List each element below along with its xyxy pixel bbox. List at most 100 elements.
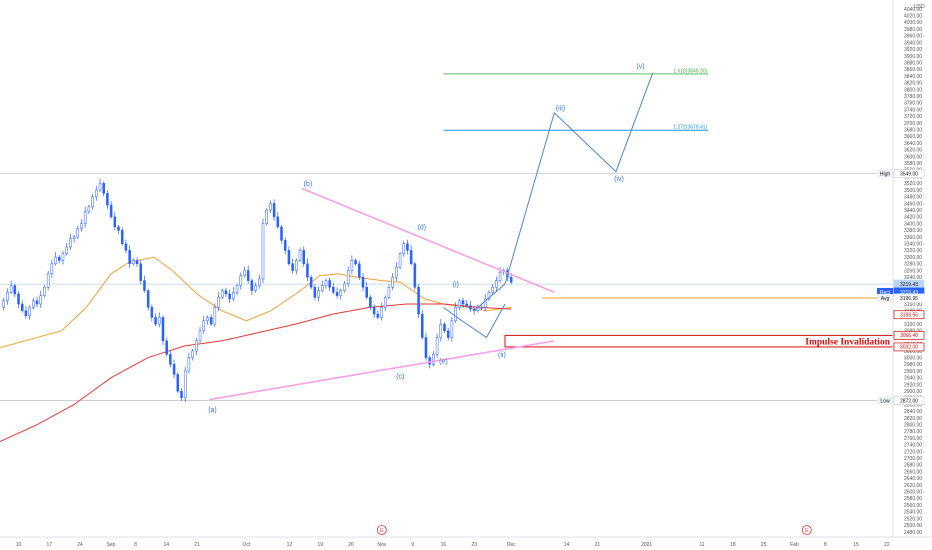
candle-body [346, 270, 350, 285]
triangle-upper-line [301, 187, 555, 294]
candle-body [32, 300, 35, 308]
candle-body [135, 260, 139, 265]
candle-body [102, 183, 105, 194]
candle-body [95, 189, 98, 198]
price-tick-label: 3680.00 [904, 128, 922, 134]
triangle-lower-line [209, 340, 555, 401]
price-tick-label: 2740.00 [904, 443, 922, 449]
price-tick-label: 2560.00 [904, 503, 922, 509]
candle-body [495, 280, 498, 288]
price-tag-value: 3219.43 [900, 282, 918, 288]
candle-body [54, 256, 57, 265]
price-axis[interactable]: 2480.002500.002520.002540.002560.002580.… [892, 0, 922, 537]
candle-body [380, 307, 383, 318]
price-tick-label: 4020.00 [904, 14, 922, 20]
candle-body [72, 236, 76, 239]
candle-body [420, 313, 424, 338]
price-tick-label: 2640.00 [904, 476, 922, 482]
candle-body [217, 297, 220, 308]
candle-body [258, 278, 261, 286]
candle-body [291, 263, 294, 271]
earnings-event-label: E [380, 528, 384, 534]
time-tick-label: 22 [884, 542, 890, 548]
candle-body [343, 283, 346, 291]
candle-body [91, 196, 94, 208]
candle-body [298, 250, 302, 261]
time-tick-label: 18 [730, 542, 736, 548]
candle-body [354, 260, 357, 265]
candle-body [50, 263, 54, 275]
price-tick-label: 2820.00 [904, 416, 922, 422]
candle-body [428, 357, 431, 365]
candle-body [169, 354, 172, 365]
candle-body [128, 250, 131, 265]
candle-body [413, 263, 417, 288]
impulse-wave-path [473, 72, 654, 312]
candle-body [461, 300, 465, 305]
candle-body [261, 223, 265, 280]
moving-average-0 [0, 256, 512, 349]
price-tick-label: 2660.00 [904, 469, 922, 475]
price-tag-name-bg [877, 293, 893, 302]
candle-body [57, 256, 61, 261]
price-tag-name-bg [877, 169, 893, 178]
candle-body [335, 292, 339, 296]
price-tick-label: 2720.00 [904, 449, 922, 455]
candle-body [483, 298, 487, 308]
price-tick-label: 3020.00 [904, 349, 922, 355]
candle-body [246, 270, 250, 281]
time-tick-label: 9 [411, 542, 414, 548]
candle-body [317, 290, 320, 298]
candle-body [9, 285, 13, 293]
time-tick-label: 10 [16, 542, 22, 548]
time-tick-label: 8 [824, 542, 827, 548]
price-tick-label: 3900.00 [904, 54, 922, 60]
price-tick-label: 3600.00 [904, 154, 922, 160]
candle-body [487, 292, 491, 300]
moving-average-1 [0, 303, 512, 442]
candle-body [109, 204, 113, 218]
candle-body [158, 317, 161, 325]
candle-body [406, 243, 409, 251]
price-tag-value: 2872.00 [900, 398, 918, 404]
price-tick-label: 3860.00 [904, 67, 922, 73]
candle-body [35, 300, 39, 305]
earnings-event-label: E [805, 528, 809, 534]
wave-label: (a) [208, 407, 217, 414]
candle-body [20, 303, 24, 311]
price-tick-label: 2620.00 [904, 483, 922, 489]
price-tag-value: 3032.00 [900, 345, 918, 351]
candle-body [209, 317, 213, 325]
candle-body [272, 203, 276, 218]
price-tick-label: 3980.00 [904, 27, 922, 33]
candle-body [17, 293, 20, 305]
price-tag-value: 3219.43 [900, 290, 918, 296]
price-tick-label: 2840.00 [904, 409, 922, 415]
price-candles [2, 178, 513, 402]
candle-body [187, 357, 191, 372]
price-tick-label: 3340.00 [904, 241, 922, 247]
candle-body [320, 285, 324, 291]
time-tick-label: 19 [317, 542, 323, 548]
candle-body [239, 275, 243, 286]
fib-level-label: 1.618(3846.30) [673, 68, 707, 74]
candle-body [387, 287, 391, 298]
earnings-event-icon [801, 525, 812, 535]
candle-body [180, 390, 183, 399]
wave-label: (i) [453, 281, 459, 288]
candle-body [339, 290, 343, 296]
price-tick-label: 3500.00 [904, 188, 922, 194]
fib-level-label: 1.272(3678.41) [673, 125, 707, 131]
candle-body [287, 250, 291, 265]
price-tick-label: 3240.00 [904, 275, 922, 281]
candle-body [83, 211, 87, 224]
time-axis[interactable]: 10 17 24 Sep 8 14 21 Oct 12 19 26 Nov 9 16 23 Dec 14 21 20… [0, 536, 932, 548]
candle-body [224, 290, 228, 295]
candle-body [228, 293, 231, 300]
wave-labels: (a) (b) (c) (d) (e) (i) (ii) (iii) (iv) (v) [208, 64, 644, 415]
candle-body [309, 276, 313, 288]
wave-label: (v) [636, 64, 644, 71]
candle-body [395, 266, 398, 278]
candle-body [417, 287, 420, 315]
